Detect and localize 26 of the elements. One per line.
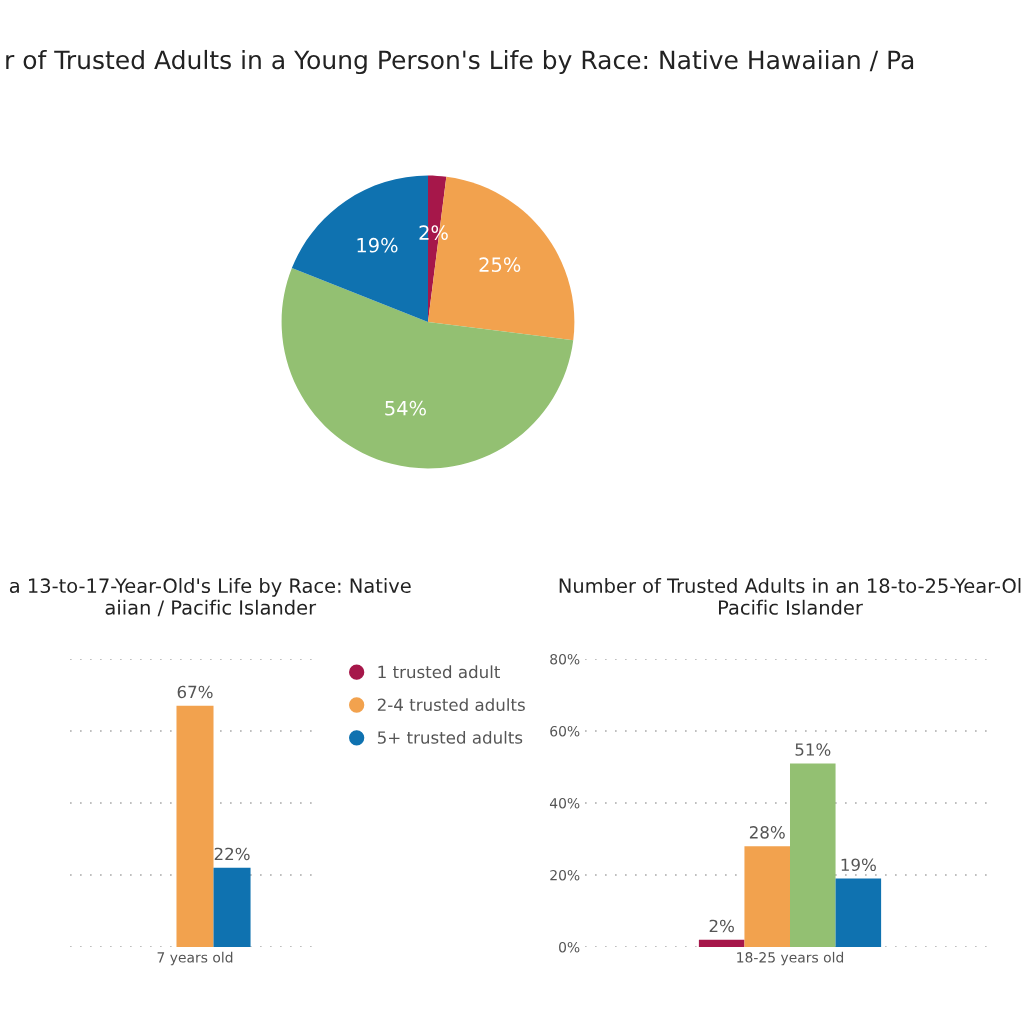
bar (744, 846, 790, 947)
y-tick-label: 60% (550, 725, 580, 737)
data-label: 51% (795, 743, 831, 756)
bar (835, 878, 882, 947)
data-label: 54% (385, 400, 426, 416)
bar (698, 939, 745, 947)
bar (790, 763, 836, 947)
y-tick-label: 40% (549, 797, 580, 809)
data-label: 67% (177, 685, 213, 699)
x-tick-label: 18-25 years old (737, 951, 844, 966)
chart-title: Number of Trusted Adults in an 18-to-25-Year-Ol Pacific Islander (559, 578, 1021, 615)
data-label: 25% (479, 257, 521, 273)
data-label: 19% (357, 237, 398, 253)
data-label: 2% (709, 919, 734, 933)
data-label: 19% (841, 858, 876, 872)
data-label: 28% (749, 826, 785, 839)
y-tick-label: 80% (550, 653, 580, 665)
legend-label: 5+ trusted adults (377, 730, 523, 744)
legend-label: 1 trusted adult (378, 665, 500, 679)
y-tick-label: 0% (559, 941, 580, 953)
data-label: 22% (214, 847, 250, 861)
x-tick-label: 7 years old (157, 951, 233, 966)
chart-title: a 13-to-17-Year-Old's Life by Race: Native aiian / Pacific Islander (9, 578, 411, 617)
legend-label: 2-4 trusted adults (377, 698, 525, 712)
y-tick-label: 20% (550, 869, 580, 881)
chart-title: r of Trusted Adults in a Young Person's Life by Race: Native Hawaiian / Pa (6, 49, 914, 75)
